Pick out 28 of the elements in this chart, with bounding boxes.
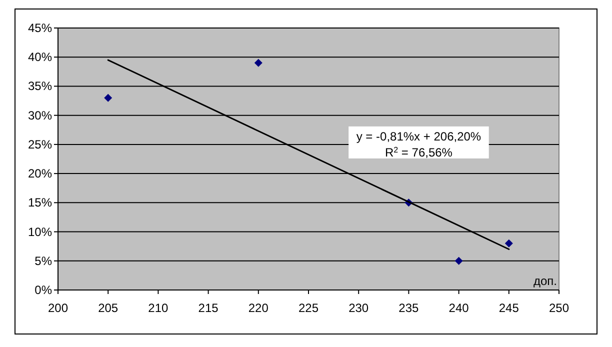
x-tick-label: 210: [148, 301, 169, 315]
annotation: y = -0,81%x + 206,20%: [356, 129, 482, 144]
y-tick-label: 20%: [28, 166, 52, 181]
x-tick-label: 245: [498, 301, 520, 315]
y-tick-label: 35%: [28, 79, 52, 94]
y-tick-label: 0%: [34, 283, 52, 297]
x-tick-label: 230: [348, 301, 369, 315]
point: [104, 94, 112, 102]
y-tick-label: 30%: [28, 108, 52, 122]
y-tick-label: 45%: [28, 21, 52, 35]
x-tick-label: 205: [98, 301, 118, 315]
point: [504, 239, 513, 248]
point: [254, 58, 262, 67]
y-tick-label: 5%: [34, 254, 52, 268]
x-tick-label: 235: [398, 301, 420, 315]
y-tick-label: 25%: [28, 137, 52, 152]
x-tick-label: 215: [198, 301, 219, 315]
y-tick-label: 10%: [28, 224, 52, 239]
x-tick-label: 225: [298, 301, 319, 315]
x-tick-label: 250: [548, 301, 570, 315]
annotation: R$^{2}$ = 76,56%: [384, 144, 453, 160]
x-tick-label: 240: [448, 301, 470, 315]
x-tick-label: 220: [248, 301, 269, 315]
x-axis-title: доп.: [533, 274, 557, 288]
y-tick-label: 40%: [28, 50, 52, 64]
x-tick-label: 200: [48, 301, 68, 315]
y-tick-label: 15%: [28, 196, 52, 210]
point: [454, 256, 463, 265]
